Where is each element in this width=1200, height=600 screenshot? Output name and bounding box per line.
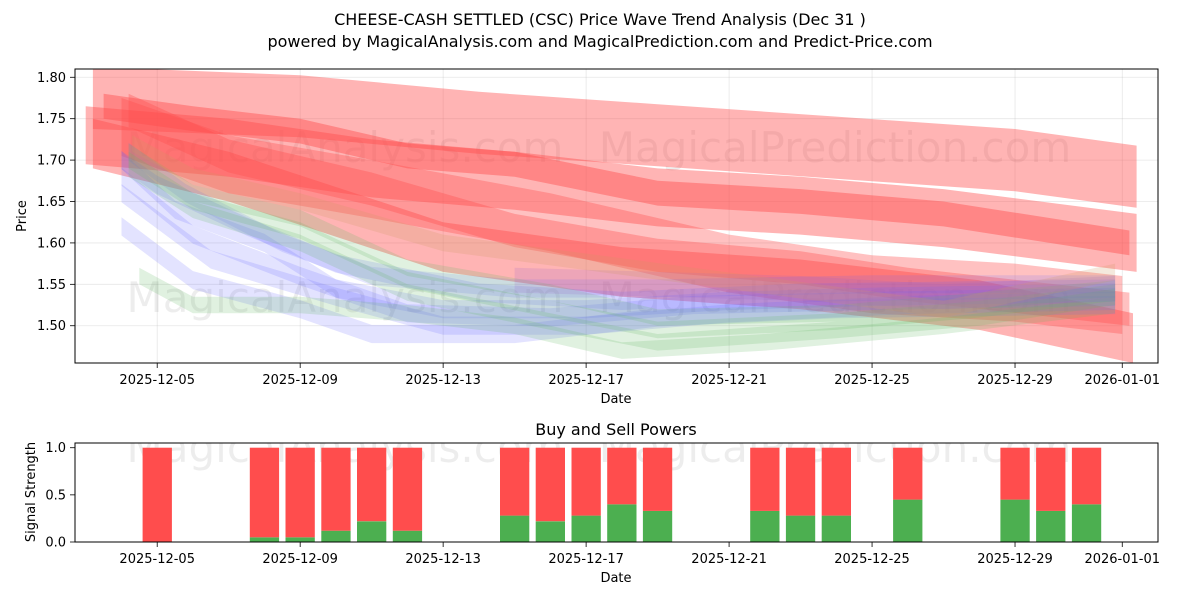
- buy-bar: [285, 537, 315, 542]
- price-green-band-4: [139, 267, 1116, 359]
- price-y-tick-label: 1.70: [37, 154, 66, 169]
- buy-bar: [750, 510, 780, 542]
- buy-bar: [1000, 499, 1030, 542]
- signal-x-tick-label: 2025-12-05: [119, 552, 195, 567]
- signal-y-tick-label: 1.0: [45, 441, 66, 456]
- price-y-tick-label: 1.75: [37, 112, 66, 127]
- price-x-tick-label: 2025-12-13: [405, 373, 481, 388]
- signal-x-tick-label: 2025-12-17: [548, 552, 624, 567]
- price-red-band-5: [103, 93, 1130, 256]
- sell-bar: [249, 447, 280, 538]
- price-red-band-4: [121, 98, 1123, 334]
- watermark-1: MagicalAnalysis.com: [127, 123, 564, 172]
- watermark-3: MagicalAnalysis.com: [127, 273, 564, 322]
- price-x-tick-label: 2025-12-21: [691, 373, 767, 388]
- price-green-band-3: [128, 160, 1116, 351]
- buy-bar: [1036, 510, 1066, 542]
- price-x-tick-label: 2025-12-25: [834, 373, 910, 388]
- sell-bar: [535, 447, 565, 522]
- sell-bar: [321, 447, 351, 531]
- signal-y-tick-label: 0.5: [45, 488, 66, 503]
- buy-bar: [893, 499, 923, 542]
- sell-bar: [1000, 447, 1030, 500]
- sell-bar: [607, 447, 637, 505]
- signal-y-axis-label: Signal Strength: [24, 442, 39, 542]
- sell-bar: [357, 447, 387, 522]
- price-blue-band-5: [121, 151, 1116, 310]
- watermark-2: MagicalPrediction.com: [599, 123, 1072, 172]
- price-green-band-1: [128, 143, 1116, 326]
- price-series: [85, 69, 1137, 363]
- signal-ticks: 2025-12-05 2025-12-09 2025-12-13 2025-12-17…: [45, 441, 1160, 567]
- price-x-tick-label: 2025-12-29: [977, 373, 1053, 388]
- price-tan-band: [132, 135, 1116, 318]
- price-x-tick-label: 2025-12-17: [548, 373, 624, 388]
- price-blue-band-6: [128, 142, 1116, 298]
- price-plot-frame: [74, 68, 1159, 364]
- signal-x-tick-label: 2025-12-25: [834, 552, 910, 567]
- signal-chart-title: Buy and Sell Powers: [535, 420, 697, 439]
- price-red-band-6: [128, 93, 1130, 326]
- signal-x-tick-label: 2026-01-01: [1084, 552, 1160, 567]
- sell-bar: [1036, 447, 1066, 511]
- sell-bar: [642, 447, 673, 511]
- buy-bar: [821, 515, 851, 542]
- price-grid: [75, 69, 1158, 363]
- signal-chart: Buy and Sell Powers MagicalAnalysis.com …: [24, 420, 1160, 586]
- signal-x-tick-label: 2025-12-09: [262, 552, 338, 567]
- price-x-tick-label: 2025-12-05: [119, 373, 195, 388]
- buy-bar: [571, 515, 601, 542]
- signal-x-axis-label: Date: [600, 571, 631, 586]
- signal-y-tick-label: 0.0: [45, 536, 66, 551]
- price-x-tick-label: 2025-12-09: [262, 373, 338, 388]
- buy-bar: [785, 515, 816, 542]
- buy-bar: [535, 521, 565, 542]
- price-y-axis-label: Price: [15, 200, 30, 232]
- signal-bars: [142, 447, 1102, 542]
- price-red-band-upper: [92, 69, 1137, 208]
- price-blue-band-1: [121, 151, 1116, 319]
- buy-bar: [1071, 504, 1102, 542]
- buy-bar: [392, 530, 423, 542]
- price-purple-band: [514, 267, 1116, 310]
- sell-bar: [1071, 447, 1102, 505]
- signal-x-tick-label: 2025-12-29: [977, 552, 1053, 567]
- price-red-band-mid: [85, 106, 1137, 272]
- price-blue-band-3: [121, 184, 1116, 335]
- buy-bar: [357, 521, 387, 542]
- sell-bar: [285, 447, 315, 538]
- buy-bar: [607, 504, 637, 542]
- buy-bar: [249, 537, 280, 542]
- signal-x-tick-label: 2025-12-13: [405, 552, 481, 567]
- chart-title-line2: powered by MagicalAnalysis.com and Magic…: [267, 32, 932, 51]
- price-chart: MagicalAnalysis.com MagicalPrediction.co…: [15, 68, 1160, 407]
- price-y-tick-label: 1.65: [37, 195, 66, 210]
- price-x-axis-label: Date: [600, 392, 631, 407]
- sell-bar: [142, 447, 172, 542]
- buy-bar: [321, 530, 351, 542]
- chart-title-line1: CHEESE-CASH SETTLED (CSC) Price Wave Tre…: [334, 10, 866, 29]
- price-red-band-low: [92, 118, 1133, 363]
- price-y-tick-label: 1.60: [37, 236, 66, 251]
- signal-plot-frame: [74, 442, 1159, 543]
- sell-bar: [785, 447, 816, 516]
- sell-bar: [893, 447, 923, 500]
- buy-bar: [642, 510, 673, 542]
- price-ticks: 2025-12-05 2025-12-09 2025-12-13 2025-12-17…: [37, 71, 1160, 388]
- price-y-tick-label: 1.80: [37, 71, 66, 86]
- sell-bar: [571, 447, 601, 516]
- price-y-tick-label: 1.55: [37, 278, 66, 293]
- price-x-tick-label: 2026-01-01: [1084, 373, 1160, 388]
- watermark-4: MagicalPrediction.com: [599, 273, 1072, 322]
- price-y-tick-label: 1.50: [37, 319, 66, 334]
- buy-bar: [500, 515, 530, 542]
- sell-bar: [500, 447, 530, 516]
- price-blue-band-4: [121, 217, 1116, 344]
- signal-x-tick-label: 2025-12-21: [691, 552, 767, 567]
- sell-bar: [750, 447, 780, 511]
- sell-bar: [821, 447, 851, 516]
- sell-bar: [392, 447, 423, 531]
- price-green-band-2: [128, 151, 1116, 339]
